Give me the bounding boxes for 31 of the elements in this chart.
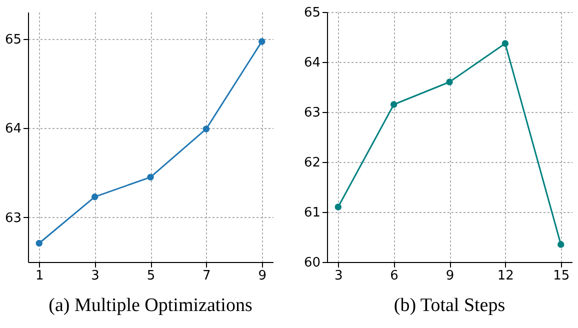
x-tick-label: 1 xyxy=(35,268,44,284)
y-tick-label: 62 xyxy=(304,156,320,170)
y-tick-label: 63 xyxy=(4,210,22,226)
point xyxy=(390,101,398,108)
point xyxy=(446,78,453,86)
text: (a) Multiple Optimizations xyxy=(48,295,252,316)
y-tick-label: 65 xyxy=(304,6,320,20)
y-tick-label: 61 xyxy=(304,206,320,220)
text: (b) Total Steps xyxy=(394,295,506,316)
y-tick-label: 64 xyxy=(304,56,320,70)
x-tick-label: 6 xyxy=(390,268,398,284)
point xyxy=(202,126,210,132)
x-tick-label: 7 xyxy=(202,268,211,284)
point xyxy=(502,40,509,47)
x-tick-label: 15 xyxy=(553,268,570,284)
x-tick-label: 3 xyxy=(91,268,100,284)
point xyxy=(558,241,564,248)
x-tick-label: 3 xyxy=(334,268,343,284)
point xyxy=(91,193,98,200)
x-tick-label: 9 xyxy=(446,268,454,284)
point xyxy=(36,240,42,247)
y-tick-label: 63 xyxy=(304,106,320,120)
y-tick-label: 65 xyxy=(4,32,22,48)
point xyxy=(334,204,342,210)
x-tick-label: 12 xyxy=(497,268,514,284)
x-tick-label: 5 xyxy=(146,268,156,284)
point xyxy=(147,174,154,181)
point xyxy=(258,38,266,45)
x-tick-label: 9 xyxy=(258,268,267,284)
y-tick-label: 64 xyxy=(4,122,22,137)
y-tick-label: 60 xyxy=(304,256,320,270)
